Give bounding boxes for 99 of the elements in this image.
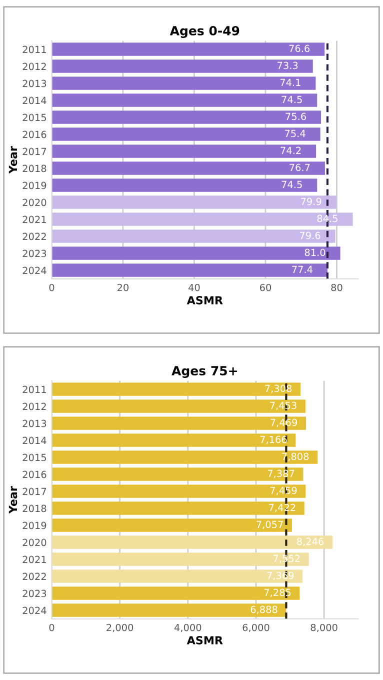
y-tick-label: 2015 [22, 114, 46, 122]
bar [52, 196, 336, 209]
y-tick-label: 2013 [22, 80, 46, 88]
y-axis-title: Year [8, 146, 18, 174]
bar [52, 434, 296, 447]
bar [52, 76, 316, 90]
x-tick-label: 0 [49, 624, 54, 632]
bar [52, 536, 332, 549]
y-tick-label: 2024 [22, 266, 46, 274]
y-tick-label: 2022 [22, 232, 46, 240]
y-tick-label: 2021 [22, 556, 46, 564]
y-tick-label: 2016 [22, 130, 46, 138]
y-tick-label: 2014 [22, 96, 46, 104]
bar [52, 264, 328, 277]
bar [52, 604, 286, 617]
bar [52, 502, 304, 515]
bar [52, 552, 309, 566]
data-label: 7,369 [267, 572, 294, 580]
x-tick-label: 80 [331, 284, 342, 292]
y-tick-label: 2018 [22, 164, 46, 172]
y-tick-label: 2016 [22, 470, 46, 478]
bar [52, 128, 320, 141]
y-tick-label: 2024 [22, 606, 46, 614]
bar [52, 382, 300, 396]
data-label: 7,166 [260, 436, 287, 444]
bar [52, 42, 325, 56]
data-label: 76.6 [289, 44, 310, 52]
x-tick-label: 2,000 [106, 624, 134, 632]
data-label: 84.5 [317, 214, 338, 222]
bar [52, 416, 306, 430]
x-tick-label: 6,000 [242, 624, 270, 632]
x-axis-title: ASMR [186, 636, 223, 644]
y-tick-label: 2019 [22, 182, 46, 190]
data-label: 81.0 [304, 248, 326, 256]
bar [52, 400, 306, 413]
data-label: 77.4 [292, 266, 312, 273]
x-tick-label: 0 [49, 284, 54, 292]
x-tick-label: 8,000 [310, 624, 338, 632]
bar [52, 230, 336, 243]
chart-title: Ages 75+ [172, 366, 237, 378]
data-label: 7,285 [264, 588, 291, 598]
data-label: 7,552 [273, 554, 300, 564]
y-tick-label: 2023 [22, 590, 46, 598]
data-label: 7,422 [269, 504, 296, 512]
bar [52, 570, 303, 583]
y-tick-label: 2013 [22, 420, 46, 428]
y-tick-label: 2015 [22, 454, 46, 462]
y-tick-label: 2017 [22, 148, 46, 156]
data-label: 7,308 [265, 384, 292, 394]
data-label: 6,888 [250, 606, 278, 614]
data-label: 7,387 [268, 470, 294, 478]
y-tick-label: 2021 [22, 216, 46, 224]
data-label: 8,246 [296, 538, 324, 546]
data-label: 74.2 [280, 146, 301, 154]
data-label: 74.5 [282, 180, 302, 188]
bar [52, 212, 353, 226]
y-tick-label: 2023 [22, 250, 46, 258]
y-tick-label: 2019 [22, 522, 46, 530]
x-axis-title: ASMR [186, 296, 223, 304]
data-label: 73.3 [278, 62, 298, 70]
y-tick-label: 2018 [22, 504, 46, 512]
x-tick-label: 4,000 [174, 624, 202, 632]
data-label: 7,808 [282, 452, 309, 462]
y-axis-title: Year [8, 486, 18, 514]
bar [52, 162, 325, 175]
data-label: 75.6 [286, 112, 306, 120]
data-label: 75.4 [285, 130, 306, 138]
y-tick-label: 2012 [22, 402, 46, 410]
x-tick-label: 20 [117, 284, 128, 292]
bar [52, 586, 300, 600]
x-tick-label: 60 [260, 284, 272, 292]
chart-title: Ages 0-49 [170, 26, 240, 38]
bar [52, 144, 316, 158]
bar [52, 468, 304, 481]
data-label: 7,057 [256, 520, 283, 530]
y-tick-label: 2022 [22, 572, 46, 580]
bar [52, 450, 318, 464]
y-tick-label: 2014 [22, 436, 46, 444]
x-tick-label: 40 [188, 284, 200, 292]
y-tick-label: 2011 [22, 46, 46, 54]
data-label: 7,453 [270, 402, 296, 410]
data-label: 74.5 [282, 96, 302, 104]
data-label: 7,469 [270, 418, 298, 428]
bar [52, 110, 322, 124]
bar [52, 94, 318, 107]
y-tick-label: 2020 [22, 538, 46, 546]
y-tick-label: 2017 [22, 488, 46, 496]
bar [52, 178, 318, 192]
data-label: 79.6 [300, 232, 320, 240]
data-label: 76.7 [290, 164, 310, 172]
bar [52, 484, 306, 498]
data-label: 79.9 [301, 198, 322, 206]
y-tick-label: 2011 [22, 386, 46, 394]
bar [52, 246, 340, 260]
bar [52, 518, 292, 532]
bar [52, 60, 313, 73]
y-tick-label: 2012 [22, 62, 46, 70]
y-tick-label: 2020 [22, 198, 46, 206]
data-label: 74.1 [280, 78, 300, 86]
